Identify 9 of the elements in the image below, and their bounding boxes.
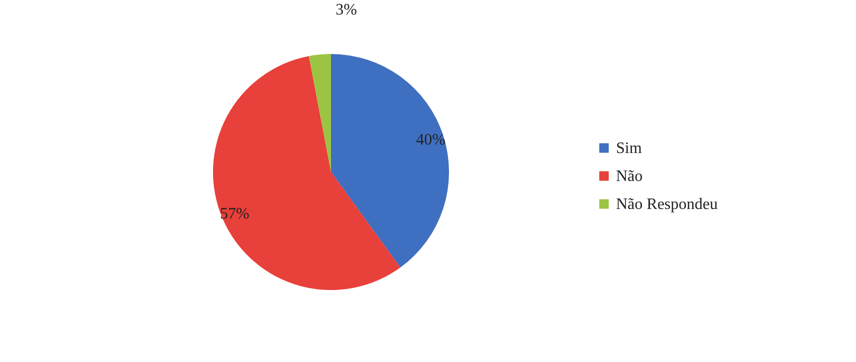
data-label: 57%	[220, 206, 250, 223]
pie-slice	[331, 54, 449, 268]
legend-label: Não	[616, 168, 643, 185]
pie-slice	[308, 54, 331, 172]
data-label: 3%	[336, 2, 358, 19]
legend-label: Não Respondeu	[616, 196, 718, 213]
data-label: 40%	[416, 132, 446, 149]
pie-slice	[213, 56, 400, 290]
legend-label: Sim	[616, 140, 642, 157]
